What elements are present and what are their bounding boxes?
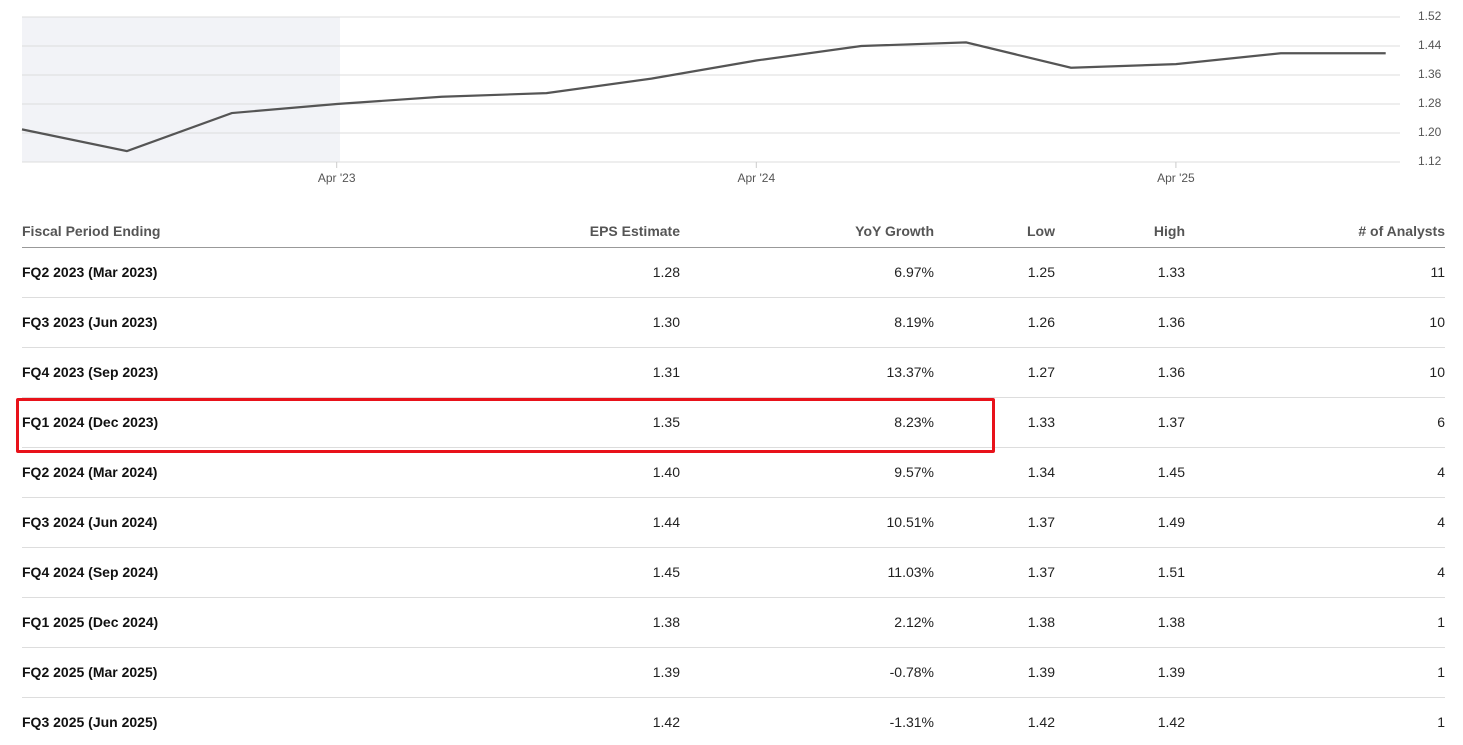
value-cell: 1.45	[652, 564, 680, 580]
value-cell: 2.12%	[894, 614, 934, 630]
past-region	[22, 17, 340, 162]
value-cell: 1.34	[1027, 464, 1055, 480]
value-cell: 1.33	[1157, 264, 1185, 280]
value-cell: 1.37	[1027, 564, 1055, 580]
value-cell: 1.37	[1157, 414, 1185, 430]
highlight-box	[16, 398, 995, 453]
period-cell: FQ3 2025 (Jun 2025)	[22, 714, 158, 730]
value-cell: 4	[1437, 464, 1445, 480]
value-cell: 6.97%	[894, 264, 934, 280]
column-header: Low	[1027, 223, 1055, 239]
value-cell: 1.25	[1027, 264, 1055, 280]
value-cell: 1.45	[1157, 464, 1185, 480]
value-cell: 1.51	[1157, 564, 1185, 580]
period-cell: FQ3 2023 (Jun 2023)	[22, 314, 158, 330]
value-cell: 1.49	[1157, 514, 1185, 530]
value-cell: 1.28	[652, 264, 680, 280]
value-cell: 1.39	[1027, 664, 1055, 680]
value-cell: 1.42	[1027, 714, 1055, 730]
period-cell: FQ3 2024 (Jun 2024)	[22, 514, 158, 530]
y-tick-label: 1.20	[1418, 125, 1442, 139]
value-cell: 1	[1437, 614, 1445, 630]
x-tick-label: Apr '23	[318, 171, 356, 185]
value-cell: 10	[1429, 314, 1445, 330]
row-separator	[22, 297, 1445, 298]
value-cell: 1.38	[1027, 614, 1055, 630]
y-tick-label: 1.12	[1418, 154, 1442, 168]
row-separator	[22, 697, 1445, 698]
value-cell: 10	[1429, 364, 1445, 380]
value-cell: 1.39	[1157, 664, 1185, 680]
row-separator	[22, 547, 1445, 548]
y-tick-label: 1.28	[1418, 96, 1442, 110]
value-cell: 1.40	[652, 464, 680, 480]
period-cell: FQ2 2023 (Mar 2023)	[22, 264, 158, 280]
value-cell: 1.42	[652, 714, 680, 730]
column-header: Fiscal Period Ending	[22, 223, 161, 239]
value-cell: 1.31	[652, 364, 680, 380]
value-cell: 10.51%	[886, 514, 934, 530]
value-cell: 1.27	[1027, 364, 1055, 380]
column-header: High	[1153, 223, 1185, 239]
column-header: YoY Growth	[855, 223, 934, 239]
value-cell: -1.31%	[889, 714, 934, 730]
period-cell: FQ1 2024 (Dec 2023)	[22, 414, 159, 430]
y-tick-label: 1.52	[1418, 9, 1442, 23]
value-cell: 1.30	[652, 314, 680, 330]
period-cell: FQ2 2024 (Mar 2024)	[22, 464, 158, 480]
column-header: EPS Estimate	[589, 223, 680, 239]
y-tick-label: 1.44	[1418, 38, 1442, 52]
value-cell: 1.42	[1157, 714, 1185, 730]
value-cell: 1.35	[652, 414, 680, 430]
value-cell: 11.03%	[887, 564, 934, 580]
value-cell: 1	[1437, 664, 1445, 680]
x-tick-label: Apr '25	[1157, 171, 1195, 185]
value-cell: 6	[1437, 414, 1445, 430]
value-cell: 4	[1437, 564, 1445, 580]
row-separator	[22, 397, 1445, 398]
chart: 1.12 1.20 1.28 1.36 1.44 1.52 Apr '23 Apr '24 Ap…	[21, 9, 1442, 185]
value-cell: 1.36	[1157, 364, 1185, 380]
period-cell: FQ4 2023 (Sep 2023)	[22, 364, 159, 380]
value-cell: 11	[1430, 264, 1445, 280]
value-cell: 1.38	[1157, 614, 1185, 630]
row-separator	[22, 647, 1445, 648]
value-cell: 8.23%	[894, 414, 934, 430]
y-tick-label: 1.36	[1418, 67, 1442, 81]
value-cell: 1	[1437, 714, 1445, 730]
column-header: # of Analysts	[1358, 223, 1445, 239]
value-cell: 1.37	[1027, 514, 1055, 530]
value-cell: 1.38	[652, 614, 680, 630]
row-separator	[22, 597, 1445, 598]
row-separator	[22, 347, 1445, 348]
row-separator	[22, 247, 1445, 248]
value-cell: 9.57%	[894, 464, 934, 480]
value-cell: 1.36	[1157, 314, 1185, 330]
value-cell: 1.39	[652, 664, 680, 680]
row-separator	[22, 447, 1445, 448]
value-cell: 8.19%	[894, 314, 934, 330]
period-cell: FQ4 2024 (Sep 2024)	[22, 564, 159, 580]
period-cell: FQ2 2025 (Mar 2025)	[22, 664, 158, 680]
value-cell: 1.44	[652, 514, 680, 530]
value-cell: 4	[1437, 514, 1445, 530]
value-cell: -0.78%	[889, 664, 934, 680]
value-cell: 1.33	[1027, 414, 1055, 430]
row-separator	[22, 497, 1445, 498]
value-cell: 13.37%	[886, 364, 934, 380]
x-tick-label: Apr '24	[737, 171, 775, 185]
line-series	[21, 41, 1386, 153]
period-cell: FQ1 2025 (Dec 2024)	[22, 614, 159, 630]
value-cell: 1.26	[1027, 314, 1055, 330]
